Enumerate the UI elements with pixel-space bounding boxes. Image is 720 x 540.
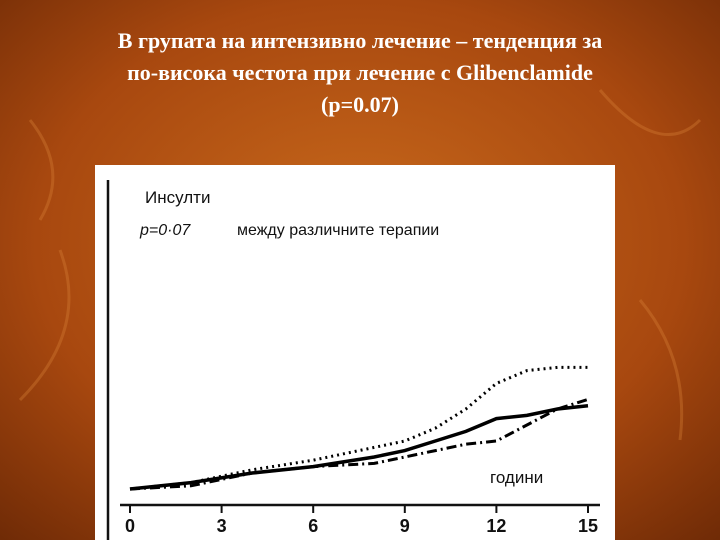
series-line — [129, 404, 589, 491]
slide-title-line: В групата на интензивно лечение – тенден… — [118, 28, 602, 53]
chart-panel — [95, 165, 615, 540]
leaf-texture — [18, 89, 702, 441]
x-tick-label: 6 — [308, 516, 318, 536]
x-tick-label: 12 — [486, 516, 506, 536]
slide-title-line: (p=0.07) — [321, 92, 399, 117]
x-tick-label: 15 — [578, 516, 598, 536]
annotation: p=0·07 — [139, 222, 191, 239]
annotation: Инсулти — [145, 188, 210, 207]
slide-title-line: по-висока честота при лечение с Glibencl… — [127, 60, 593, 85]
x-axis-label: години — [490, 468, 543, 487]
x-tick-label: 0 — [125, 516, 135, 536]
x-tick-label: 3 — [217, 516, 227, 536]
annotation: между различните терапии — [237, 222, 439, 239]
x-tick-label: 9 — [400, 516, 410, 536]
series-line — [129, 365, 588, 491]
